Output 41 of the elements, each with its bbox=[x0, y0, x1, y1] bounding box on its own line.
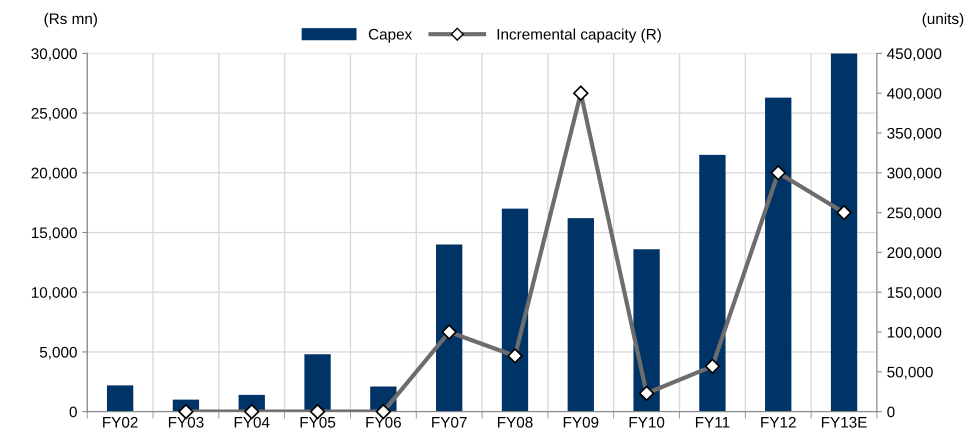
y-tick-label: 10,000 bbox=[32, 287, 77, 300]
bar bbox=[502, 208, 528, 412]
y-tick-label: 0 bbox=[70, 406, 77, 418]
x-tick-label: FY10 bbox=[630, 416, 664, 428]
y-axis-title: (Rs mn) bbox=[44, 12, 97, 28]
bar bbox=[830, 53, 858, 412]
legend-label: Capex bbox=[368, 28, 412, 43]
x-tick-label: FY08 bbox=[498, 416, 533, 428]
bar bbox=[568, 218, 594, 412]
legend-label: Incremental capacity (R) bbox=[498, 28, 661, 43]
x-tick-label: FY05 bbox=[300, 416, 336, 428]
y2-tick-label: 300,000 bbox=[887, 168, 942, 180]
bar bbox=[765, 98, 792, 412]
x-tick-label: FY12 bbox=[761, 416, 796, 428]
y2-tick-label: 400,000 bbox=[887, 88, 942, 101]
y-tick-label: 5,000 bbox=[40, 346, 77, 360]
y2-tick-label: 50,000 bbox=[887, 366, 933, 380]
y2-tick-label: 250,000 bbox=[887, 207, 942, 220]
y2-axis-title: (units) bbox=[922, 12, 964, 28]
y2-tick-label: 0 bbox=[887, 406, 895, 418]
bar bbox=[106, 385, 134, 412]
x-tick-label: FY09 bbox=[564, 416, 598, 428]
y2-tick-label: 350,000 bbox=[887, 128, 942, 140]
x-tick-label: FY04 bbox=[234, 416, 270, 428]
bar bbox=[436, 244, 462, 412]
y2-tick-label: 200,000 bbox=[887, 247, 942, 260]
y2-tick-label: 100,000 bbox=[888, 326, 942, 340]
bar bbox=[633, 249, 660, 412]
y-tick-label: 30,000 bbox=[31, 48, 77, 61]
x-tick-label: FY13E bbox=[822, 416, 867, 428]
x-tick-label: FY06 bbox=[366, 416, 401, 428]
y2-tick-label: 150,000 bbox=[888, 287, 942, 300]
x-tick-label: FY03 bbox=[168, 416, 204, 428]
y2-tick-label: 450,000 bbox=[887, 48, 942, 61]
bar bbox=[699, 154, 726, 412]
y-tick-label: 20,000 bbox=[32, 168, 77, 180]
x-tick-label: FY02 bbox=[103, 416, 138, 428]
x-tick-label: FY11 bbox=[696, 417, 730, 428]
y-tick-label: 25,000 bbox=[32, 108, 77, 121]
y-tick-label: 15,000 bbox=[32, 227, 77, 240]
x-tick-label: FY07 bbox=[432, 416, 467, 428]
